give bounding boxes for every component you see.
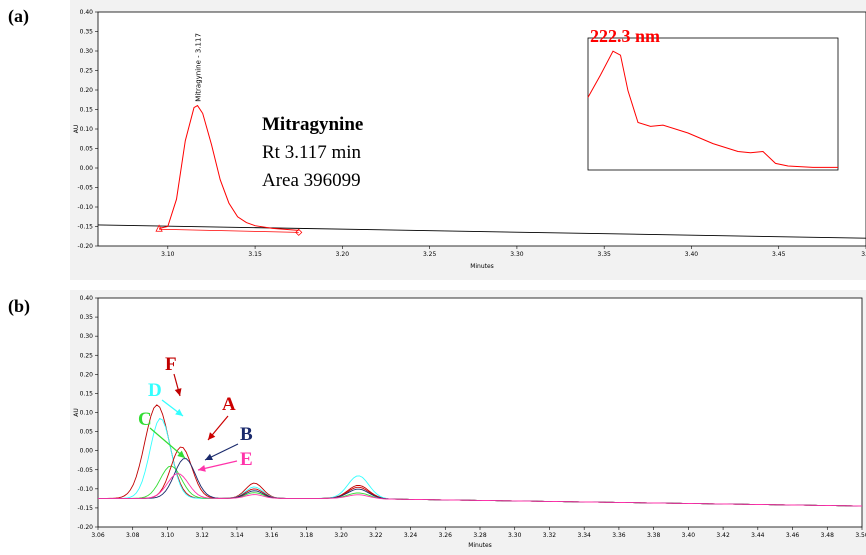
x-tick-label-b: 3.24 — [404, 532, 418, 539]
y-tick-label-a: 0.15 — [80, 107, 94, 114]
y-tick-label-b: -0.15 — [77, 505, 93, 512]
inset-spectrum-a — [587, 50, 838, 168]
y-tick-label-a: -0.05 — [77, 185, 93, 192]
integration-line-a — [159, 228, 299, 233]
y-axis-title-a: AU — [73, 125, 80, 134]
series-arrowhead-F — [174, 388, 182, 396]
x-tick-label-b: 3.26 — [439, 532, 453, 539]
series-arrowhead-C — [177, 450, 185, 458]
x-tick-label-a: 3.35 — [598, 251, 612, 258]
y-tick-label-a: 0.40 — [80, 9, 94, 16]
y-tick-label-b: 0.15 — [80, 390, 94, 397]
y-tick-label-a: -0.10 — [77, 204, 93, 211]
x-tick-label-b: 3.18 — [300, 532, 314, 539]
y-tick-label-a: 0.35 — [80, 29, 94, 36]
series-label-D: D — [148, 380, 162, 401]
annotation-area-a: Area 396099 — [262, 170, 361, 191]
start-marker-a — [155, 224, 163, 232]
x-tick-label-a: 3.40 — [685, 251, 699, 258]
y-tick-label-b: 0.05 — [80, 429, 94, 436]
x-tick-label-b: 3.32 — [543, 532, 557, 539]
panel-label-a: (a) — [8, 6, 29, 26]
y-tick-label-a: 0.10 — [80, 126, 94, 133]
x-tick-label-a: 3.10 — [161, 251, 175, 258]
y-tick-label-b: -0.20 — [77, 524, 93, 531]
series-label-F: F — [165, 354, 177, 375]
x-tick-label-a: 3.30 — [510, 251, 524, 258]
x-tick-label-b: 3.16 — [265, 532, 279, 539]
x-tick-label-b: 3.46 — [786, 532, 800, 539]
x-tick-label-b: 3.44 — [751, 532, 765, 539]
inset-frame-a — [587, 37, 839, 171]
y-tick-label-a: 0.25 — [80, 68, 94, 75]
baseline-a — [97, 224, 866, 239]
x-tick-label-a: 3.25 — [423, 251, 437, 258]
y-tick-label-b: -0.10 — [77, 486, 93, 493]
y-tick-label-b: 0.30 — [80, 333, 94, 340]
y-tick-label-b: 0.25 — [80, 352, 94, 359]
x-tick-label-b: 3.38 — [647, 532, 661, 539]
panel-label-b: (b) — [8, 296, 30, 316]
x-tick-label-b: 3.06 — [91, 532, 105, 539]
y-tick-label-a: -0.15 — [77, 224, 93, 231]
series-label-A: A — [222, 394, 236, 415]
x-tick-label-b: 3.30 — [508, 532, 522, 539]
series-arrowhead-B — [205, 453, 213, 460]
x-tick-label-b: 3.34 — [578, 532, 592, 539]
x-tick-label-a: 3.20 — [336, 251, 350, 258]
peak-label-a: Mitragynine - 3.117 — [194, 33, 202, 102]
x-tick-label-b: 3.40 — [682, 532, 696, 539]
series-arrow-C — [149, 427, 186, 459]
series-label-B: B — [240, 424, 253, 445]
x-tick-label-b: 3.50 — [855, 532, 866, 539]
peak-series-a — [158, 104, 299, 231]
x-tick-label-a: 3.15 — [248, 251, 262, 258]
x-tick-label-b: 3.36 — [612, 532, 626, 539]
y-tick-label-b: 0.40 — [80, 295, 94, 302]
y-tick-label-b: 0.35 — [80, 314, 94, 321]
plot-area-b — [97, 297, 863, 528]
y-tick-label-a: 0.00 — [80, 165, 94, 172]
y-tick-label-b: 0.20 — [80, 371, 94, 378]
annotation-title-a: Mitragynine — [262, 114, 363, 135]
x-tick-label-a: 3.5 — [861, 251, 866, 258]
x-tick-label-a: 3.45 — [772, 251, 786, 258]
x-tick-label-b: 3.22 — [369, 532, 383, 539]
x-tick-label-b: 3.14 — [230, 532, 244, 539]
y-tick-label-a: 0.20 — [80, 87, 94, 94]
series-label-E: E — [240, 449, 253, 470]
series-arrowhead-E — [198, 464, 206, 472]
y-tick-label-b: 0.10 — [80, 410, 94, 417]
x-tick-label-b: 3.28 — [473, 532, 487, 539]
x-tick-label-b: 3.48 — [821, 532, 835, 539]
series-arrowhead-D — [175, 408, 183, 416]
y-tick-label-b: -0.05 — [77, 467, 93, 474]
x-tick-label-b: 3.10 — [161, 532, 175, 539]
y-tick-label-a: 0.05 — [80, 146, 94, 153]
series-arrowhead-A — [208, 432, 216, 440]
x-axis-title-b: Minutes — [468, 542, 492, 549]
end-marker-a — [295, 228, 303, 236]
x-axis-title-a: Minutes — [470, 263, 494, 270]
x-tick-label-b: 3.08 — [126, 532, 140, 539]
series-line-E — [98, 473, 862, 507]
y-axis-title-b: AU — [73, 408, 80, 417]
series-label-C: C — [138, 409, 152, 430]
annotation-rt-a: Rt 3.117 min — [262, 142, 362, 163]
y-tick-label-b: 0.00 — [80, 448, 94, 455]
x-tick-label-b: 3.12 — [196, 532, 210, 539]
x-tick-label-b: 3.42 — [716, 532, 730, 539]
y-tick-label-a: -0.20 — [77, 243, 93, 250]
x-tick-label-b: 3.20 — [334, 532, 348, 539]
y-tick-label-a: 0.30 — [80, 48, 94, 55]
inset-title-a: 222.3 nm — [590, 26, 660, 46]
